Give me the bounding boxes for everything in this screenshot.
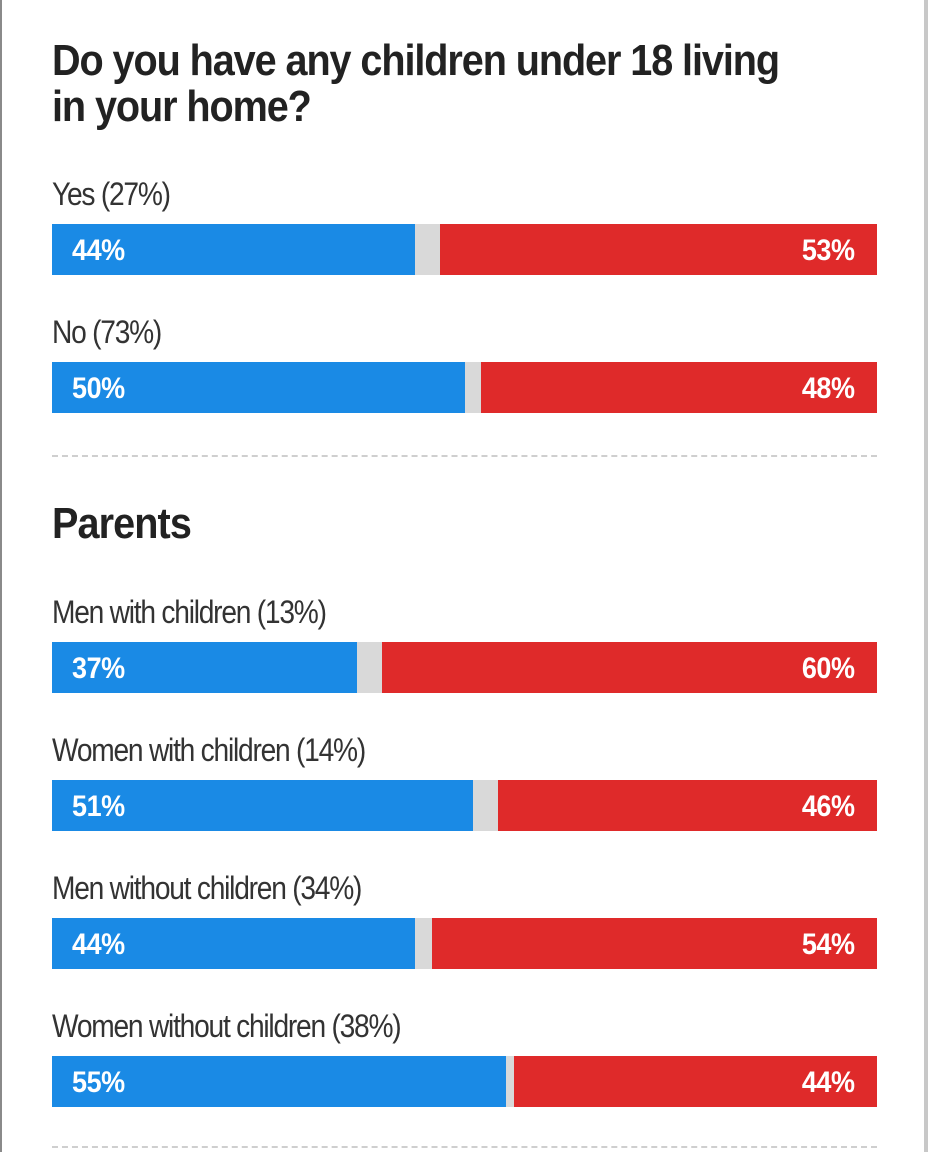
bar-segment-red — [382, 642, 877, 693]
bar-value-red: 53% — [802, 234, 855, 267]
bar-value-blue: 50% — [72, 372, 125, 405]
bar-value-blue: 55% — [72, 1066, 125, 1099]
stacked-bar: 37% 60% — [52, 642, 877, 693]
bar-segment-red — [439, 224, 877, 275]
bar-segment-red — [481, 362, 877, 413]
bar-label: Yes (27%) — [52, 176, 171, 212]
bar-value-blue: 51% — [72, 790, 125, 823]
frame-border-right — [924, 0, 928, 1152]
bar-value-blue: 37% — [72, 652, 125, 685]
bar-segment-blue — [52, 224, 415, 275]
bar-label: Women without children (38%) — [52, 1008, 402, 1044]
bar-value-red: 46% — [802, 790, 855, 823]
stacked-bar: 44% 54% — [52, 918, 877, 969]
section-divider — [52, 1146, 877, 1148]
bar-value-red: 48% — [802, 372, 855, 405]
bar-segment-red — [514, 1056, 877, 1107]
bar-label: Men without children (34%) — [52, 870, 362, 906]
bar-label: Women with children (14%) — [52, 732, 366, 768]
bar-segment-red — [431, 918, 877, 969]
section-title: Parents — [52, 499, 192, 548]
bar-segment-blue — [52, 642, 358, 693]
stacked-bar: 44% 53% — [52, 224, 877, 275]
bar-value-blue: 44% — [72, 234, 125, 267]
bar-segment-blue — [52, 362, 465, 413]
stacked-bar: 50% 48% — [52, 362, 877, 413]
bar-segment-red — [497, 780, 877, 831]
bar-value-red: 54% — [802, 928, 855, 961]
chart-title: Do you have any children under 18 living… — [52, 36, 780, 131]
bar-segment-blue — [52, 780, 473, 831]
bar-segment-blue — [52, 1056, 506, 1107]
bar-value-red: 60% — [802, 652, 855, 685]
stacked-bar: 55% 44% — [52, 1056, 877, 1107]
bar-label: Men with children (13%) — [52, 594, 327, 630]
bar-value-blue: 44% — [72, 928, 125, 961]
section-divider — [52, 455, 877, 457]
bar-value-red: 44% — [802, 1066, 855, 1099]
frame-border-left — [0, 0, 2, 1152]
bar-label: No (73%) — [52, 314, 162, 350]
bar-segment-blue — [52, 918, 415, 969]
stacked-bar: 51% 46% — [52, 780, 877, 831]
